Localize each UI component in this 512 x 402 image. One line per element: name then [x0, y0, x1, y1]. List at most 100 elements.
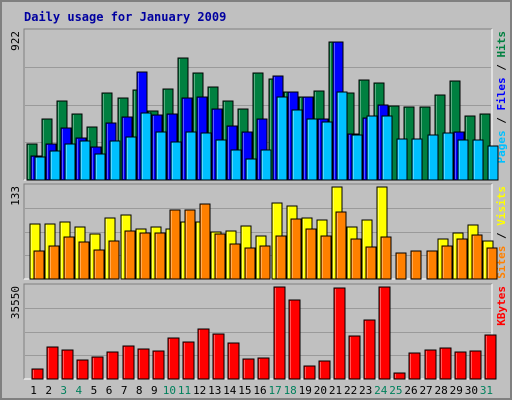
bar-sites-day-13: [214, 233, 226, 280]
bar-pages-day-3: [64, 143, 76, 181]
panel-axis-label: Pages / Files / Hits: [495, 31, 508, 164]
day-label-15: 15: [238, 384, 251, 397]
axis-label-hits: Hits: [495, 31, 508, 58]
day-label-25: 25: [389, 384, 402, 397]
bar-pages-day-29: [457, 139, 469, 181]
day-label-16: 16: [253, 384, 266, 397]
panel-border-dark: [23, 28, 492, 180]
panel-visits-sites: 133 Sites / Visits: [9, 183, 508, 280]
bar-sites-day-24: [380, 236, 392, 280]
bar-sites-day-17: [275, 235, 287, 280]
bar-kbytes-day-18: [288, 299, 301, 380]
bar-kbytes-day-19: [303, 365, 316, 380]
bar-pages-day-19: [306, 118, 318, 181]
bar-kbytes-day-24: [378, 286, 391, 380]
bar-kbytes-day-12: [197, 328, 210, 380]
bar-pages-day-6: [109, 140, 121, 181]
day-label-13: 13: [208, 384, 221, 397]
day-label-8: 8: [136, 384, 143, 397]
bar-kbytes-day-4: [76, 359, 89, 380]
bar-sites-day-27: [426, 250, 438, 280]
bar-pages-day-18: [291, 109, 303, 181]
day-label-31: 31: [480, 384, 493, 397]
bar-kbytes-day-28: [439, 347, 452, 380]
bar-pages-day-8: [140, 112, 152, 181]
day-label-5: 5: [91, 384, 98, 397]
bar-kbytes-day-3: [61, 349, 74, 380]
bar-kbytes-day-10: [167, 337, 180, 380]
axis-label-visits: Visits: [495, 186, 508, 226]
chart-panels: 922 Pages / Files / Hits 133 Sites / Visits…: [9, 28, 508, 380]
day-label-18: 18: [284, 384, 297, 397]
day-label-14: 14: [223, 384, 237, 397]
panel-axis-label: KBytes: [495, 286, 508, 326]
chart-title: Daily usage for January 2009: [24, 10, 226, 24]
bar-pages-day-30: [472, 139, 484, 181]
day-label-22: 22: [344, 384, 357, 397]
bar-sites-day-31: [486, 247, 498, 280]
day-label-12: 12: [193, 384, 206, 397]
bar-kbytes-day-25: [393, 372, 406, 380]
bar-kbytes-day-15: [242, 358, 255, 380]
day-label-3: 3: [60, 384, 67, 397]
panel-hits-files-pages: 922 Pages / Files / Hits: [9, 28, 508, 181]
bar-kbytes-day-26: [408, 352, 421, 380]
day-label-11: 11: [178, 384, 191, 397]
day-label-26: 26: [404, 384, 417, 397]
bar-pages-day-17: [276, 96, 288, 181]
axis-label-sites: Sites: [495, 246, 508, 279]
panel-axis-label: Sites / Visits: [495, 186, 508, 279]
bar-sites-day-6: [108, 240, 120, 280]
axis-label-files: Files: [495, 77, 508, 110]
bar-pages-day-10: [170, 141, 182, 181]
bar-pages-day-9: [155, 131, 167, 181]
bar-kbytes-day-1: [31, 368, 44, 380]
day-label-1: 1: [30, 384, 37, 397]
bar-kbytes-day-21: [333, 287, 346, 380]
axis-label-kbytes: KBytes: [495, 286, 508, 326]
bar-kbytes-day-8: [137, 348, 150, 380]
bar-kbytes-day-29: [454, 351, 467, 380]
bar-sites-day-14: [229, 243, 241, 280]
bar-kbytes-day-22: [348, 335, 361, 380]
day-label-24: 24: [374, 384, 388, 397]
bar-pages-day-21: [336, 91, 348, 181]
day-label-4: 4: [76, 384, 83, 397]
bar-sites-day-15: [244, 247, 256, 280]
bar-kbytes-day-27: [424, 349, 437, 380]
bar-pages-day-31: [487, 145, 499, 181]
bar-pages-day-4: [79, 140, 91, 181]
bar-sites-day-20: [320, 235, 332, 280]
panel-border-dark: [23, 183, 492, 279]
bar-pages-day-27: [427, 134, 439, 181]
bar-sites-day-8: [139, 232, 151, 280]
panel-max-label: 133: [9, 186, 22, 206]
bar-kbytes-day-14: [227, 342, 240, 380]
bar-sites-day-3: [63, 236, 75, 280]
bar-sites-day-18: [290, 218, 302, 280]
bar-sites-day-22: [350, 238, 362, 280]
bar-pages-day-15: [245, 158, 257, 181]
day-label-7: 7: [121, 384, 128, 397]
bar-kbytes-day-13: [212, 333, 225, 380]
day-label-27: 27: [419, 384, 432, 397]
bar-pages-day-16: [260, 149, 272, 181]
bar-sites-day-30: [471, 234, 483, 280]
panel-kbytes: 35550 KBytes: [9, 283, 508, 380]
bar-kbytes-day-17: [273, 286, 286, 380]
bar-sites-day-11: [184, 209, 196, 280]
bar-kbytes-day-7: [122, 345, 135, 380]
day-label-19: 19: [299, 384, 312, 397]
bar-sites-day-5: [93, 249, 105, 280]
day-label-6: 6: [106, 384, 113, 397]
day-label-30: 30: [465, 384, 478, 397]
bar-sites-day-1: [33, 250, 45, 280]
bar-pages-day-23: [366, 115, 378, 181]
day-label-28: 28: [435, 384, 448, 397]
bar-sites-day-25: [395, 252, 407, 280]
bar-kbytes-day-30: [469, 350, 482, 380]
bar-kbytes-day-5: [91, 356, 104, 380]
bar-pages-day-2: [49, 150, 61, 181]
